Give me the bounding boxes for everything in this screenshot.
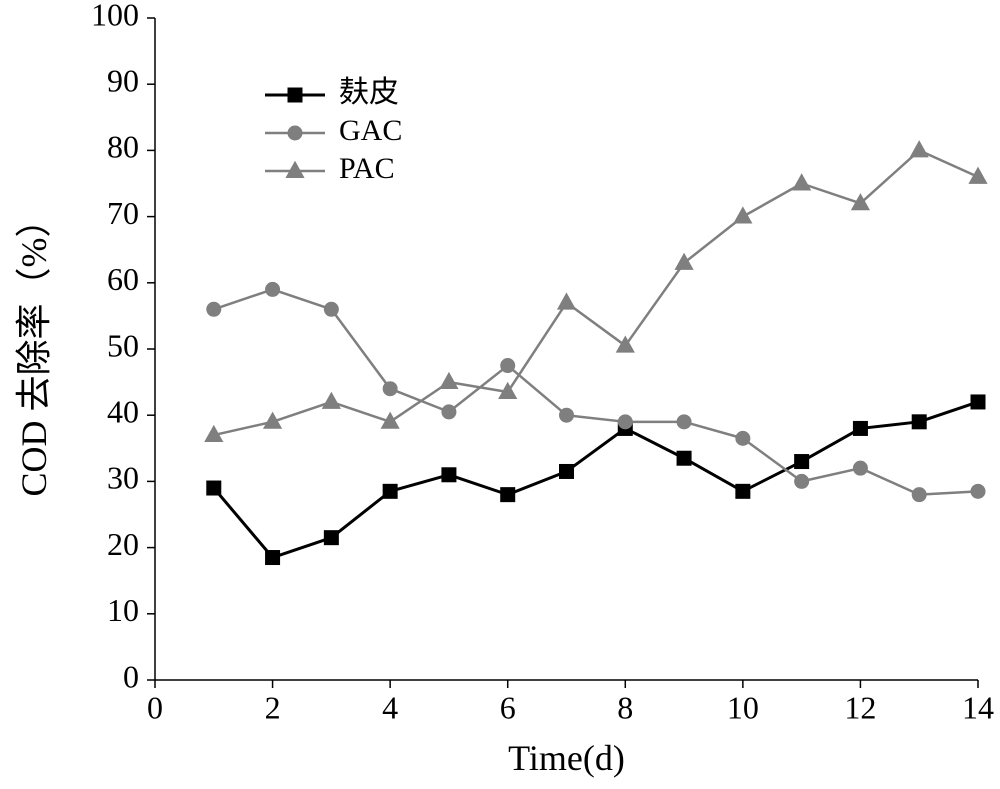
chart-background (0, 0, 1000, 789)
data-marker (324, 531, 338, 545)
y-tick-label: 70 (107, 195, 139, 231)
data-marker (501, 488, 515, 502)
x-tick-label: 6 (500, 689, 516, 725)
data-marker (853, 461, 867, 475)
y-tick-label: 50 (107, 327, 139, 363)
data-marker (383, 484, 397, 498)
x-axis-label: Time(d) (508, 738, 625, 778)
data-marker (442, 405, 456, 419)
data-marker (736, 484, 750, 498)
legend-label: PAC (339, 152, 395, 185)
x-tick-label: 8 (617, 689, 633, 725)
data-marker (677, 415, 691, 429)
y-tick-label: 60 (107, 261, 139, 297)
data-marker (383, 382, 397, 396)
x-tick-label: 0 (147, 689, 163, 725)
data-marker (795, 455, 809, 469)
legend-label: GAC (339, 114, 402, 147)
data-marker (971, 484, 985, 498)
data-marker (324, 302, 338, 316)
data-marker (795, 474, 809, 488)
y-tick-label: 0 (123, 658, 139, 694)
data-marker (442, 468, 456, 482)
x-tick-label: 14 (962, 689, 994, 725)
data-marker (971, 395, 985, 409)
data-marker (266, 282, 280, 296)
data-marker (560, 464, 574, 478)
data-marker (501, 359, 515, 373)
data-marker (618, 415, 632, 429)
x-tick-label: 4 (382, 689, 398, 725)
data-marker (288, 126, 302, 140)
line-chart: 0 2 4 6 8 10 12 14 0 10 20 30 40 50 60 70 80 90 100 Time(d)… (0, 0, 1000, 789)
data-marker (912, 488, 926, 502)
data-marker (207, 481, 221, 495)
chart-container: 0 2 4 6 8 10 12 14 0 10 20 30 40 50 60 70 80 90 100 Time(d)… (0, 0, 1000, 789)
data-marker (207, 302, 221, 316)
data-marker (853, 421, 867, 435)
y-axis-label: COD 去除率（%） (14, 202, 54, 497)
y-tick-label: 10 (107, 592, 139, 628)
y-tick-label: 100 (91, 0, 139, 32)
x-tick-label: 10 (727, 689, 759, 725)
x-tick-label: 12 (844, 689, 876, 725)
y-tick-label: 90 (107, 63, 139, 99)
data-marker (288, 88, 302, 102)
data-marker (912, 415, 926, 429)
y-tick-label: 40 (107, 394, 139, 430)
data-marker (736, 431, 750, 445)
data-marker (677, 451, 691, 465)
y-tick-label: 80 (107, 129, 139, 165)
data-marker (266, 551, 280, 565)
y-tick-label: 20 (107, 526, 139, 562)
legend-label: 麸皮 (339, 76, 399, 109)
x-tick-label: 2 (265, 689, 281, 725)
y-tick-label: 30 (107, 460, 139, 496)
data-marker (560, 408, 574, 422)
